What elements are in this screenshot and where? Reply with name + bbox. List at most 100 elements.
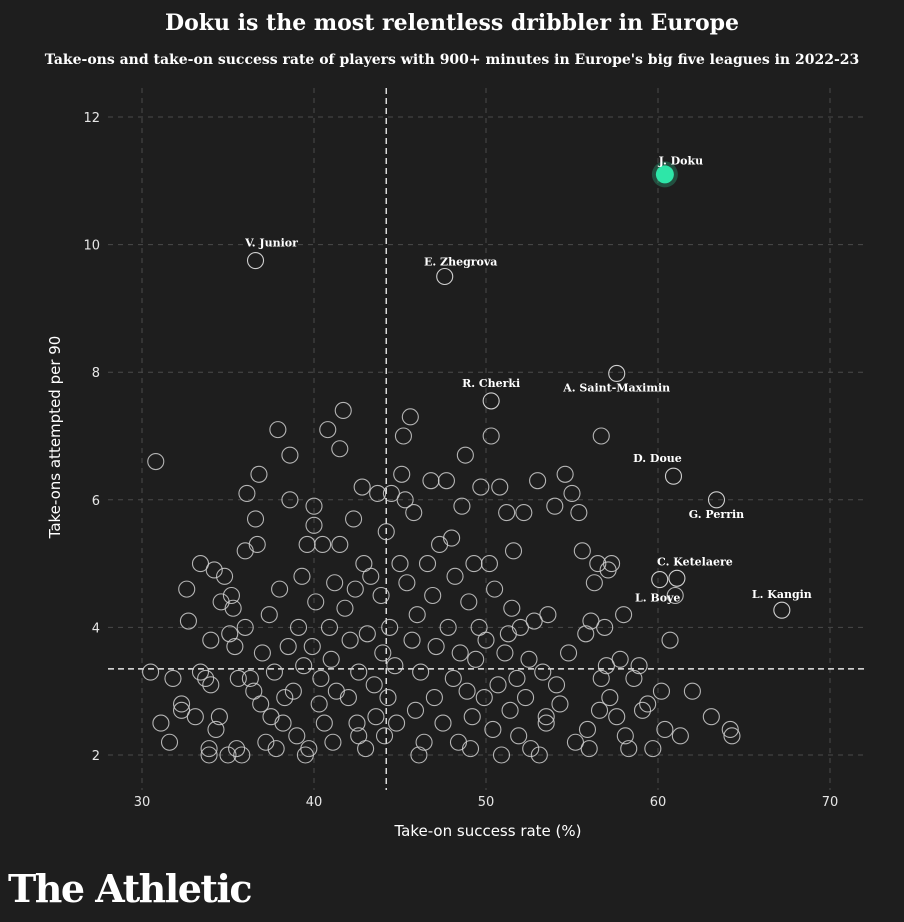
player-point bbox=[683, 682, 701, 700]
player-point bbox=[592, 427, 610, 445]
player-point bbox=[496, 644, 514, 662]
player-point bbox=[418, 555, 437, 573]
y-tick-label: 12 bbox=[83, 111, 100, 126]
player-point bbox=[319, 421, 337, 439]
player-point bbox=[228, 740, 246, 758]
player-point bbox=[723, 727, 741, 745]
player-point bbox=[164, 669, 182, 687]
player-point bbox=[229, 669, 247, 687]
player-point bbox=[498, 504, 516, 522]
labeled-player-point bbox=[773, 601, 791, 619]
player-point bbox=[615, 606, 633, 624]
player-point bbox=[322, 650, 340, 668]
grid bbox=[108, 88, 866, 790]
y-tick-label: 6 bbox=[92, 494, 100, 509]
player-point bbox=[350, 727, 368, 745]
player-point bbox=[339, 689, 357, 707]
player-point bbox=[590, 701, 609, 719]
player-point bbox=[592, 669, 610, 687]
player-label: D. Doue bbox=[633, 452, 682, 465]
player-point bbox=[173, 695, 191, 713]
player-point bbox=[666, 586, 684, 605]
player-point bbox=[305, 497, 323, 515]
player-point bbox=[312, 669, 330, 687]
player-point bbox=[508, 669, 526, 687]
player-point bbox=[597, 657, 615, 675]
player-point bbox=[563, 484, 581, 502]
player-point bbox=[453, 497, 471, 515]
player-point bbox=[265, 663, 283, 681]
player-point bbox=[357, 740, 375, 758]
player-point bbox=[458, 682, 476, 700]
player-point bbox=[671, 727, 689, 745]
player-point bbox=[336, 599, 354, 617]
player-label: E. Zhegrova bbox=[424, 256, 497, 269]
player-point bbox=[238, 484, 256, 502]
y-axis-title: Take-ons attempted per 90 bbox=[46, 336, 64, 540]
player-point bbox=[652, 682, 670, 700]
player-point bbox=[178, 580, 196, 598]
player-point bbox=[350, 663, 368, 681]
player-point bbox=[406, 701, 425, 719]
player-point bbox=[219, 746, 237, 764]
player-point bbox=[603, 555, 621, 573]
y-tick-label: 8 bbox=[92, 366, 100, 381]
player-point bbox=[257, 733, 275, 751]
player-point bbox=[310, 695, 328, 713]
player-point bbox=[510, 727, 528, 745]
player-point bbox=[415, 733, 433, 751]
player-point bbox=[460, 593, 478, 611]
player-point bbox=[341, 631, 359, 649]
player-point bbox=[601, 689, 619, 707]
player-point bbox=[289, 618, 308, 636]
player-point bbox=[578, 720, 597, 739]
player-point bbox=[517, 689, 535, 707]
x-tick-label: 40 bbox=[306, 795, 323, 810]
player-point bbox=[147, 452, 165, 471]
player-point bbox=[379, 689, 397, 707]
player-label: L. Boye bbox=[635, 592, 680, 605]
player-point bbox=[444, 669, 462, 687]
player-point bbox=[348, 714, 366, 732]
player-point bbox=[582, 612, 600, 630]
player-point bbox=[253, 644, 271, 662]
player-point bbox=[262, 708, 280, 726]
player-label: G. Perrin bbox=[689, 508, 744, 521]
player-point bbox=[443, 529, 461, 547]
player-point bbox=[503, 599, 521, 617]
player-point bbox=[501, 701, 519, 719]
player-point bbox=[403, 631, 421, 649]
player-point bbox=[633, 701, 652, 719]
player-point bbox=[467, 650, 485, 668]
player-point bbox=[388, 714, 406, 732]
player-point bbox=[303, 637, 321, 656]
player-point bbox=[639, 695, 657, 713]
player-point bbox=[355, 555, 373, 573]
player-point bbox=[314, 535, 332, 554]
player-point bbox=[279, 637, 297, 656]
player-point bbox=[296, 746, 314, 764]
player-point bbox=[226, 637, 244, 656]
labeled-player-point bbox=[668, 569, 686, 587]
player-point bbox=[394, 427, 412, 445]
player-point bbox=[504, 542, 523, 560]
player-point bbox=[281, 491, 299, 509]
player-point bbox=[284, 682, 302, 700]
player-point bbox=[160, 733, 179, 751]
player-point bbox=[547, 676, 566, 694]
player-point bbox=[267, 740, 285, 758]
player-point bbox=[480, 555, 498, 573]
player-point bbox=[374, 644, 392, 662]
player-point bbox=[539, 606, 557, 624]
player-point bbox=[276, 689, 294, 707]
player-point bbox=[534, 663, 552, 681]
player-point bbox=[331, 440, 349, 458]
player-point bbox=[408, 606, 426, 624]
player-label: R. Cherki bbox=[462, 377, 520, 390]
player-point bbox=[434, 714, 452, 732]
labeled-player-point bbox=[608, 364, 626, 383]
player-point bbox=[661, 631, 679, 649]
x-tick-label: 60 bbox=[650, 795, 667, 810]
player-point bbox=[367, 708, 385, 726]
player-point bbox=[233, 746, 251, 764]
